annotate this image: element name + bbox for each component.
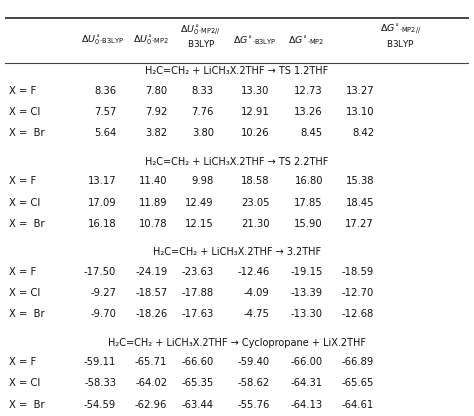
Text: -59.11: -59.11 (84, 357, 116, 367)
Text: -19.15: -19.15 (291, 267, 323, 277)
Text: -64.31: -64.31 (291, 379, 323, 389)
Text: 13.26: 13.26 (294, 107, 323, 117)
Text: 23.05: 23.05 (241, 198, 270, 208)
Text: -18.26: -18.26 (135, 309, 167, 319)
Text: X = Cl: X = Cl (9, 379, 41, 389)
Text: -65.65: -65.65 (342, 379, 374, 389)
Text: 13.30: 13.30 (241, 86, 270, 96)
Text: X = F: X = F (9, 357, 36, 367)
Text: H₂C=CH₂ + LiCH₃X.2THF → 3.2THF: H₂C=CH₂ + LiCH₃X.2THF → 3.2THF (153, 247, 321, 258)
Text: 16.80: 16.80 (294, 176, 323, 186)
Text: 18.58: 18.58 (241, 176, 270, 186)
Text: 12.15: 12.15 (185, 219, 214, 229)
Text: -4.75: -4.75 (244, 309, 270, 319)
Text: 7.92: 7.92 (145, 107, 167, 117)
Text: X =  Br: X = Br (9, 219, 45, 229)
Text: X = F: X = F (9, 267, 36, 277)
Text: 8.36: 8.36 (94, 86, 116, 96)
Text: H₂C=CH₂ + LiCH₃X.2THF → TS 1.2THF: H₂C=CH₂ + LiCH₃X.2THF → TS 1.2THF (146, 67, 328, 77)
Text: -64.13: -64.13 (291, 400, 323, 410)
Text: 8.45: 8.45 (301, 128, 323, 139)
Text: -64.02: -64.02 (135, 379, 167, 389)
Text: X = F: X = F (9, 86, 36, 96)
Text: -59.40: -59.40 (237, 357, 270, 367)
Text: 9.98: 9.98 (191, 176, 214, 186)
Text: $\mathsf{B3LYP}$: $\mathsf{B3LYP}$ (187, 38, 215, 49)
Text: -13.39: -13.39 (291, 288, 323, 298)
Text: -17.88: -17.88 (182, 288, 214, 298)
Text: $\Delta G^{\circ}$$_{\mathsf{\cdot B3LYP}}$: $\Delta G^{\circ}$$_{\mathsf{\cdot B3LYP… (233, 34, 276, 47)
Text: 13.10: 13.10 (346, 107, 374, 117)
Text: 3.82: 3.82 (145, 128, 167, 139)
Text: 5.64: 5.64 (94, 128, 116, 139)
Text: -12.68: -12.68 (342, 309, 374, 319)
Text: 15.90: 15.90 (294, 219, 323, 229)
Text: 12.91: 12.91 (241, 107, 270, 117)
Text: 8.42: 8.42 (352, 128, 374, 139)
Text: X = Cl: X = Cl (9, 198, 41, 208)
Text: -9.70: -9.70 (91, 309, 116, 319)
Text: $\Delta G^{\circ}$$_{\mathsf{\cdot MP2//}}$: $\Delta G^{\circ}$$_{\mathsf{\cdot MP2//… (380, 23, 421, 37)
Text: X =  Br: X = Br (9, 400, 45, 410)
Text: 13.17: 13.17 (88, 176, 116, 186)
Text: -66.00: -66.00 (291, 357, 323, 367)
Text: 11.40: 11.40 (139, 176, 167, 186)
Text: H₂C=CH₂ + LiCH₃X.2THF → Cyclopropane + LiX.2THF: H₂C=CH₂ + LiCH₃X.2THF → Cyclopropane + L… (108, 338, 366, 348)
Text: -62.96: -62.96 (135, 400, 167, 410)
Text: 12.49: 12.49 (185, 198, 214, 208)
Text: -65.71: -65.71 (135, 357, 167, 367)
Text: 15.38: 15.38 (346, 176, 374, 186)
Text: 7.80: 7.80 (145, 86, 167, 96)
Text: 7.57: 7.57 (94, 107, 116, 117)
Text: -13.30: -13.30 (291, 309, 323, 319)
Text: -18.57: -18.57 (135, 288, 167, 298)
Text: -58.62: -58.62 (237, 379, 270, 389)
Text: 16.18: 16.18 (88, 219, 116, 229)
Text: H₂C=CH₂ + LiCH₃X.2THF → TS 2.2THF: H₂C=CH₂ + LiCH₃X.2THF → TS 2.2THF (146, 157, 328, 167)
Text: 8.33: 8.33 (192, 86, 214, 96)
Text: -9.27: -9.27 (90, 288, 116, 298)
Text: $\mathsf{B3LYP}$: $\mathsf{B3LYP}$ (386, 38, 415, 49)
Text: $\Delta U^{\circ}_{0}$$_{\mathsf{\cdot MP2//}}$: $\Delta U^{\circ}_{0}$$_{\mathsf{\cdot M… (181, 23, 222, 37)
Text: 18.45: 18.45 (346, 198, 374, 208)
Text: 13.27: 13.27 (346, 86, 374, 96)
Text: 12.73: 12.73 (294, 86, 323, 96)
Text: X = Cl: X = Cl (9, 288, 41, 298)
Text: 3.80: 3.80 (192, 128, 214, 139)
Text: -55.76: -55.76 (237, 400, 270, 410)
Text: 11.89: 11.89 (139, 198, 167, 208)
Text: -17.50: -17.50 (84, 267, 116, 277)
Text: -12.46: -12.46 (237, 267, 270, 277)
Text: -24.19: -24.19 (135, 267, 167, 277)
Text: -54.59: -54.59 (84, 400, 116, 410)
Text: -18.59: -18.59 (342, 267, 374, 277)
Text: X = F: X = F (9, 176, 36, 186)
Text: -63.44: -63.44 (182, 400, 214, 410)
Text: $\Delta U^{\circ}_{0}$$_{\mathsf{\cdot MP2}}$: $\Delta U^{\circ}_{0}$$_{\mathsf{\cdot M… (133, 33, 169, 47)
Text: X = Cl: X = Cl (9, 107, 41, 117)
Text: -64.61: -64.61 (342, 400, 374, 410)
Text: -17.63: -17.63 (182, 309, 214, 319)
Text: 17.27: 17.27 (345, 219, 374, 229)
Text: 17.09: 17.09 (88, 198, 116, 208)
Text: $\Delta U^{\circ}_{0}$$_{\mathsf{\cdot B3LYP}}$: $\Delta U^{\circ}_{0}$$_{\mathsf{\cdot B… (81, 33, 124, 47)
Text: X =  Br: X = Br (9, 128, 45, 139)
Text: -12.70: -12.70 (342, 288, 374, 298)
Text: 7.76: 7.76 (191, 107, 214, 117)
Text: 10.78: 10.78 (139, 219, 167, 229)
Text: -4.09: -4.09 (244, 288, 270, 298)
Text: 17.85: 17.85 (294, 198, 323, 208)
Text: -66.60: -66.60 (182, 357, 214, 367)
Text: -65.35: -65.35 (182, 379, 214, 389)
Text: X =  Br: X = Br (9, 309, 45, 319)
Text: 10.26: 10.26 (241, 128, 270, 139)
Text: -23.63: -23.63 (182, 267, 214, 277)
Text: 21.30: 21.30 (241, 219, 270, 229)
Text: $\Delta G^{\circ}$$_{\mathsf{\cdot MP2}}$: $\Delta G^{\circ}$$_{\mathsf{\cdot MP2}}… (289, 34, 325, 47)
Text: -66.89: -66.89 (342, 357, 374, 367)
Text: -58.33: -58.33 (84, 379, 116, 389)
